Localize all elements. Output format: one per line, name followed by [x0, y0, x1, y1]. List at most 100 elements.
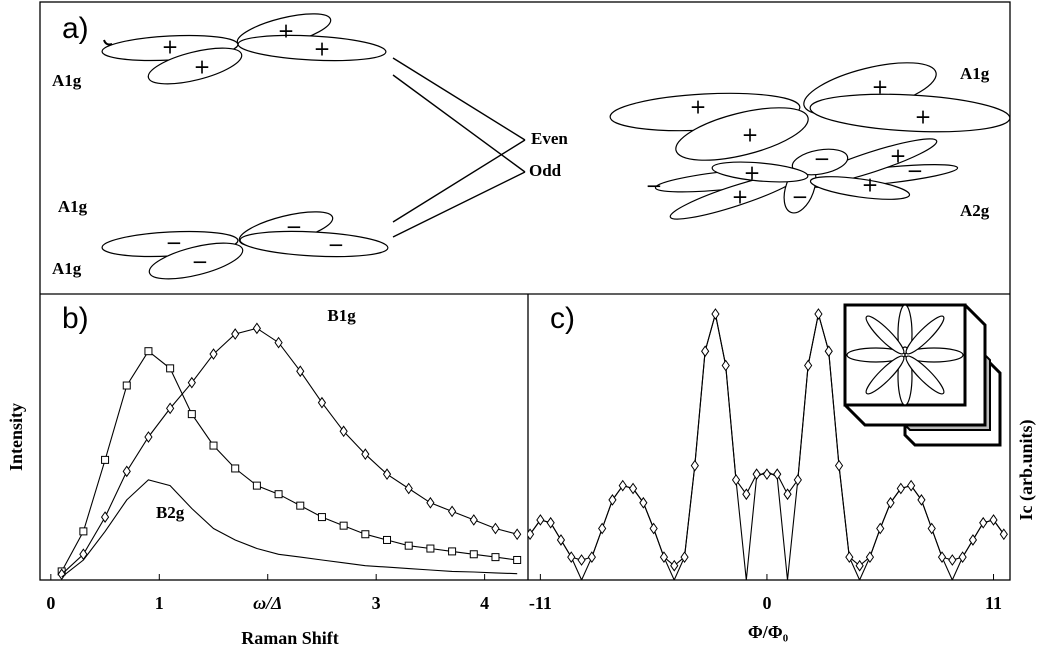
sign: − [814, 147, 831, 171]
marker [824, 345, 833, 358]
marker [317, 396, 327, 409]
marker [404, 482, 413, 495]
x-axis-title: Φ/Φ₀ [748, 622, 788, 642]
marker [628, 482, 638, 495]
series-label: B1g [327, 306, 356, 325]
series-label: B2g [156, 503, 185, 522]
sign: + [314, 37, 331, 61]
marker [690, 459, 699, 472]
marker [339, 521, 348, 530]
marker [979, 516, 988, 529]
marker [731, 474, 741, 486]
marker [783, 488, 792, 501]
marker [793, 474, 802, 486]
sign: + [732, 185, 749, 209]
lobes-bottom [101, 211, 389, 280]
x-tick-label: 0 [46, 593, 55, 613]
marker [536, 514, 545, 526]
marker [513, 555, 522, 564]
plot-area [57, 322, 522, 580]
marker [187, 376, 196, 389]
marker [680, 551, 689, 563]
plot-area [528, 308, 1008, 580]
sign: + [744, 161, 761, 185]
marker [896, 482, 905, 495]
marker [968, 534, 978, 546]
marker [701, 345, 710, 358]
marker [773, 468, 782, 481]
marker [166, 402, 175, 415]
marker [907, 479, 916, 492]
symmetry-label: A1g [960, 64, 990, 83]
marker [598, 522, 607, 535]
marker [989, 514, 998, 526]
marker [513, 528, 522, 541]
marker [855, 559, 864, 572]
sign: − [166, 231, 183, 255]
marker [670, 559, 679, 572]
lobes-top [101, 13, 387, 85]
marker [742, 488, 751, 501]
marker [469, 550, 478, 559]
x-tick-label: -11 [529, 593, 552, 613]
marker [587, 551, 596, 563]
marker [491, 553, 500, 562]
marker [999, 528, 1008, 541]
marker [528, 528, 535, 541]
series-line [61, 479, 518, 578]
marker [383, 535, 392, 544]
marker [296, 501, 305, 510]
marker [144, 431, 153, 443]
marker [917, 494, 926, 506]
marker [166, 364, 175, 373]
marker [845, 551, 854, 563]
marker [209, 441, 218, 450]
sign: + [890, 144, 907, 168]
marker [876, 522, 885, 535]
marker [491, 522, 500, 535]
symmetry-label: A1g [52, 259, 82, 278]
connectors [392, 57, 526, 238]
series-line [61, 350, 518, 572]
x-tick-label: 0 [762, 593, 771, 613]
sign: + [194, 55, 211, 79]
inset [843, 303, 1002, 447]
x-tick-label: ω/Δ [253, 593, 282, 613]
marker [834, 459, 844, 472]
panel-a: a) A1g A1g A1g A2g Even Odd [52, 12, 1011, 280]
sign: + [915, 105, 932, 129]
marker [187, 410, 196, 419]
marker [814, 308, 823, 320]
panel-label: c) [550, 302, 575, 335]
symmetry-label: A1g [52, 71, 82, 90]
marker [404, 541, 413, 550]
marker [100, 511, 110, 523]
marker [144, 347, 153, 356]
marker [426, 496, 435, 509]
marker [469, 514, 478, 526]
marker [804, 359, 813, 372]
marker [79, 527, 88, 536]
marker [447, 505, 457, 518]
sign: − [286, 215, 303, 239]
marker [448, 547, 457, 556]
panel-label: a) [62, 12, 89, 45]
marker [865, 551, 875, 563]
marker [762, 468, 772, 481]
marker [618, 479, 627, 492]
y-axis-title: Intensity [6, 403, 26, 471]
marker [649, 522, 658, 535]
lobes-right-a2g [654, 138, 959, 220]
sign: + [862, 173, 879, 197]
x-tick-label: 1 [155, 593, 164, 613]
marker [721, 359, 730, 372]
marker [231, 464, 240, 473]
marker [209, 348, 218, 360]
parity-label: Odd [529, 161, 562, 180]
marker [361, 448, 370, 461]
marker [958, 551, 967, 563]
sign: + [162, 35, 179, 59]
marker [752, 468, 761, 481]
marker [937, 551, 947, 563]
